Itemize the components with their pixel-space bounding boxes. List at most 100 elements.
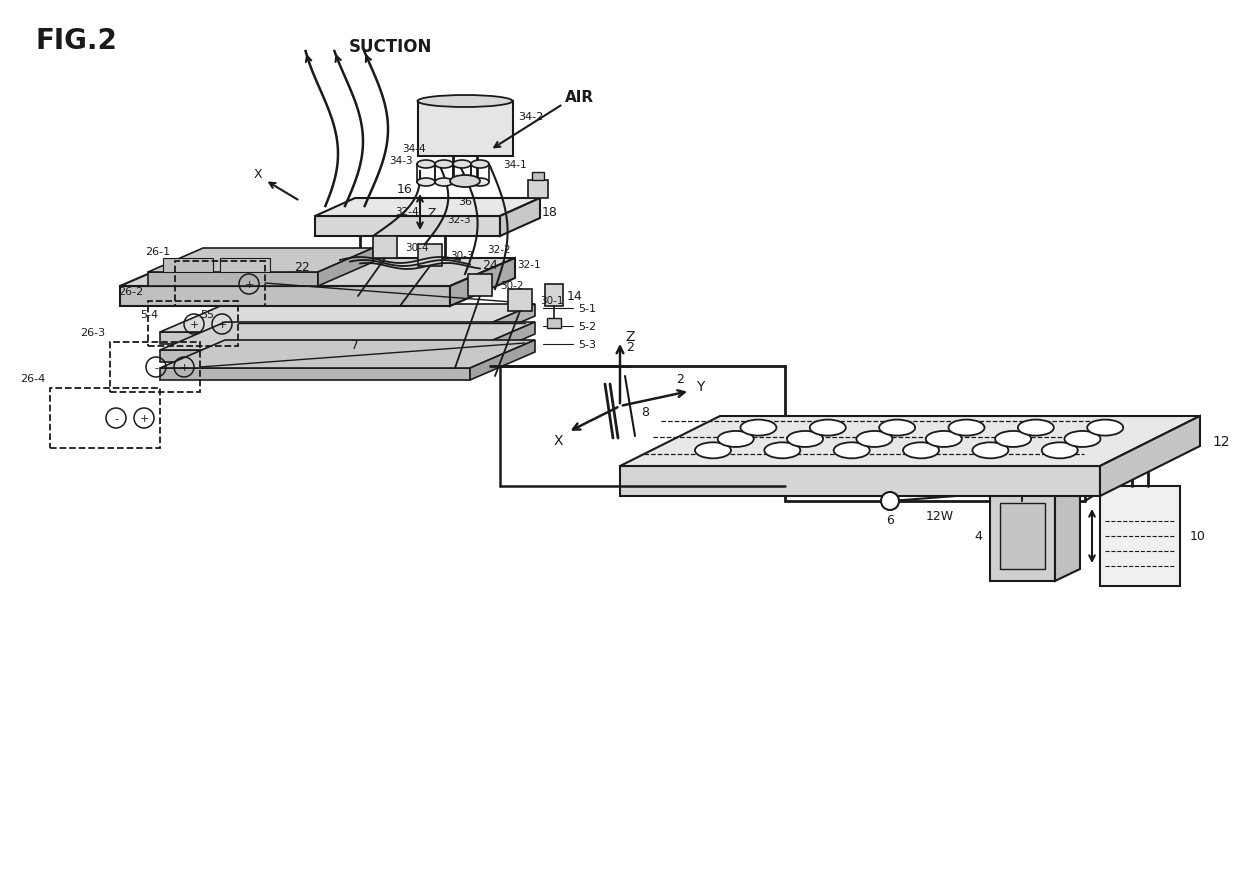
Text: 26-2: 26-2 [118,287,143,297]
Ellipse shape [903,443,939,459]
Text: SUCTION: SUCTION [348,38,432,56]
Polygon shape [317,249,373,287]
Text: 34-2: 34-2 [518,112,543,122]
Text: 12: 12 [1211,434,1230,448]
Text: 36: 36 [458,197,472,206]
Polygon shape [315,198,539,217]
Ellipse shape [787,431,823,447]
Ellipse shape [718,431,754,447]
Ellipse shape [764,443,800,459]
Polygon shape [120,259,515,287]
Text: 6: 6 [887,513,894,526]
Polygon shape [450,259,515,307]
Polygon shape [160,332,470,345]
Text: 32-4: 32-4 [396,206,419,217]
Polygon shape [120,287,450,307]
Ellipse shape [471,161,489,169]
Text: 8: 8 [641,405,649,418]
Polygon shape [418,102,513,157]
Ellipse shape [949,420,985,436]
Polygon shape [418,245,441,267]
Ellipse shape [740,420,776,436]
Ellipse shape [996,431,1032,447]
Text: 22: 22 [294,260,310,273]
Ellipse shape [879,420,915,436]
Text: 26-3: 26-3 [79,328,105,338]
Polygon shape [470,305,534,345]
Text: Z: Z [625,330,635,344]
Text: Z: Z [428,206,436,219]
Ellipse shape [435,179,453,187]
Polygon shape [528,181,548,198]
Polygon shape [1100,416,1200,496]
Ellipse shape [833,443,869,459]
Text: 30-3: 30-3 [450,251,474,260]
Polygon shape [990,492,1055,581]
Text: 16: 16 [397,183,413,195]
Text: 55: 55 [200,309,215,320]
Text: +: + [190,320,198,330]
Polygon shape [219,259,270,273]
Polygon shape [999,503,1045,570]
Polygon shape [547,319,560,329]
Ellipse shape [1064,431,1100,447]
Text: 7: 7 [351,338,360,351]
Text: 2: 2 [676,372,684,385]
Ellipse shape [417,179,435,187]
Ellipse shape [1087,420,1123,436]
Polygon shape [990,479,1080,492]
Circle shape [880,493,899,510]
Text: Y: Y [696,379,704,393]
Ellipse shape [1042,443,1078,459]
Text: 34-4: 34-4 [402,144,427,154]
Polygon shape [546,284,563,307]
Ellipse shape [453,161,471,169]
Ellipse shape [435,161,453,169]
Text: 2: 2 [626,340,634,354]
Text: +: + [180,362,188,373]
Text: 32-2: 32-2 [487,245,511,254]
Text: +: + [139,414,149,424]
Polygon shape [500,198,539,237]
Text: +: + [217,320,227,330]
Ellipse shape [694,443,730,459]
Polygon shape [508,290,532,312]
Text: 32-3: 32-3 [446,214,471,225]
Text: 34-3: 34-3 [389,156,413,166]
Text: 30-1: 30-1 [539,296,563,306]
Ellipse shape [453,179,471,187]
Text: 5-2: 5-2 [578,322,596,331]
Text: 14: 14 [567,289,583,302]
Ellipse shape [857,431,893,447]
Polygon shape [160,340,534,369]
Text: 18: 18 [542,206,558,218]
Ellipse shape [810,420,846,436]
Text: X: X [553,433,563,447]
Polygon shape [162,259,213,273]
Text: AIR: AIR [565,89,594,105]
Polygon shape [160,323,534,351]
Polygon shape [1055,479,1080,581]
Text: 5-4: 5-4 [140,309,159,320]
Ellipse shape [972,443,1008,459]
Text: 30-4: 30-4 [405,243,429,253]
Text: 10: 10 [1190,530,1205,543]
Text: 32-1: 32-1 [517,260,541,269]
Text: 30-2: 30-2 [500,281,523,291]
Polygon shape [620,416,1200,466]
Text: +: + [244,280,254,290]
Text: -: - [154,362,157,373]
Ellipse shape [1018,420,1054,436]
Polygon shape [532,173,544,181]
Text: 24: 24 [482,258,498,271]
Polygon shape [315,217,500,237]
Polygon shape [467,275,492,297]
Polygon shape [160,305,534,332]
Text: FIG.2: FIG.2 [35,27,117,55]
Text: -: - [114,414,118,424]
Ellipse shape [926,431,962,447]
Polygon shape [148,273,317,287]
Polygon shape [373,237,397,259]
Text: X: X [254,167,263,180]
Text: 34-1: 34-1 [503,159,527,170]
